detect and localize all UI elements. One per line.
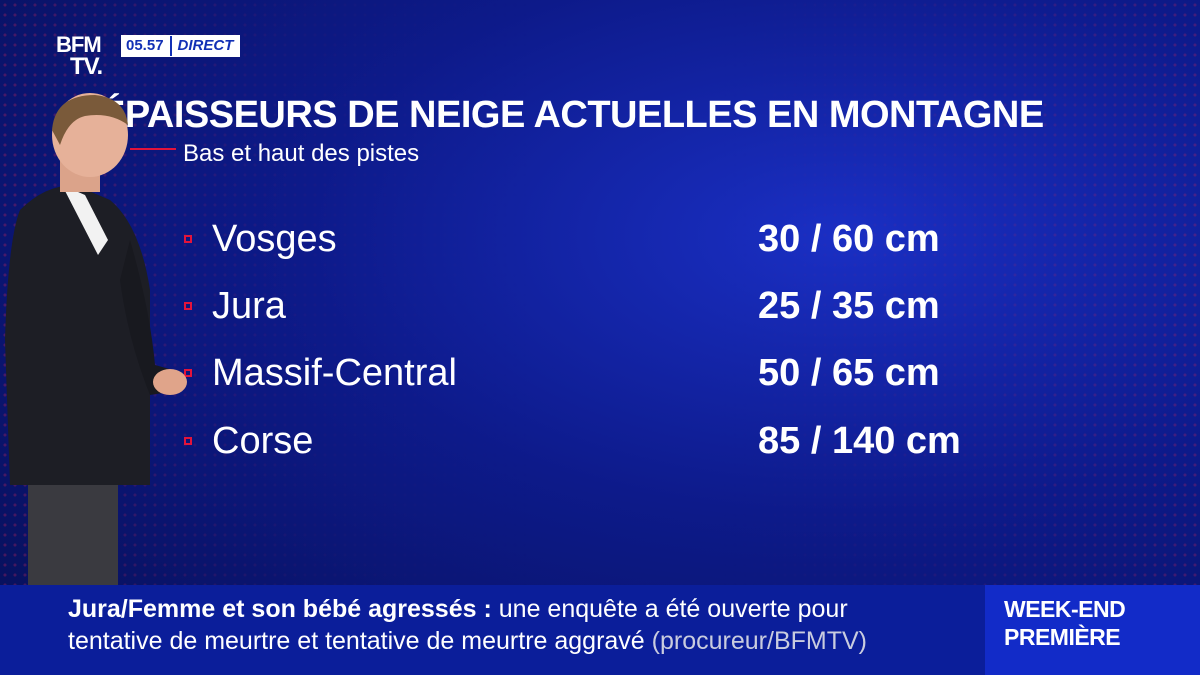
ticker-separator: :	[483, 595, 492, 623]
square-bullet-icon	[184, 302, 192, 310]
bfmtv-logo: BFM TV.	[56, 32, 103, 80]
region-name: Jura	[212, 285, 286, 327]
snow-depth-value: 30 / 60 cm	[758, 218, 940, 260]
program-line2: PREMIÈRE	[1004, 624, 1121, 650]
region-name: Corse	[212, 420, 314, 462]
snow-depth-value: 25 / 35 cm	[758, 285, 940, 327]
region-name: Vosges	[212, 218, 337, 260]
program-badge: WEEK-END PREMIÈRE	[985, 585, 1200, 675]
logo-line1: BFM	[56, 32, 102, 57]
snow-depth-value: 50 / 65 cm	[758, 352, 940, 394]
square-bullet-icon	[184, 437, 192, 445]
live-clock-badge: 05.57 DIRECT	[121, 35, 241, 57]
live-label: DIRECT	[169, 36, 240, 56]
ticker-line1: une enquête a été ouverte pour	[498, 595, 848, 623]
presenter-figure	[5, 93, 187, 585]
snow-row-jura: Jura 25 / 35 cm	[182, 285, 1022, 335]
ticker-headline: Jura/Femme et son bébé agressés	[68, 595, 477, 623]
title-accent-line	[130, 148, 176, 150]
snow-row-massif-central: Massif-Central 50 / 65 cm	[182, 352, 1022, 402]
ticker-source: (procureur/BFMTV)	[651, 627, 867, 655]
region-name: Massif-Central	[212, 352, 457, 394]
snow-row-vosges: Vosges 30 / 60 cm	[182, 218, 1022, 268]
square-bullet-icon	[184, 369, 192, 377]
dotted-background-pattern	[0, 0, 1200, 585]
graphic-subtitle: Bas et haut des pistes	[183, 140, 420, 167]
logo-line2: TV.	[70, 53, 103, 80]
snow-depth-value: 85 / 140 cm	[758, 420, 961, 462]
clock-time: 05.57	[122, 36, 170, 56]
snow-row-corse: Corse 85 / 140 cm	[182, 420, 1022, 470]
square-bullet-icon	[184, 235, 192, 243]
graphic-title: ÉPAISSEURS DE NEIGE ACTUELLES EN MONTAGN…	[100, 94, 1044, 136]
program-line1: WEEK-END	[1004, 596, 1126, 622]
ticker-line2: tentative de meurtre et tentative de meu…	[68, 627, 645, 655]
ticker-text: Jura/Femme et son bébé agressés : une en…	[68, 593, 973, 657]
